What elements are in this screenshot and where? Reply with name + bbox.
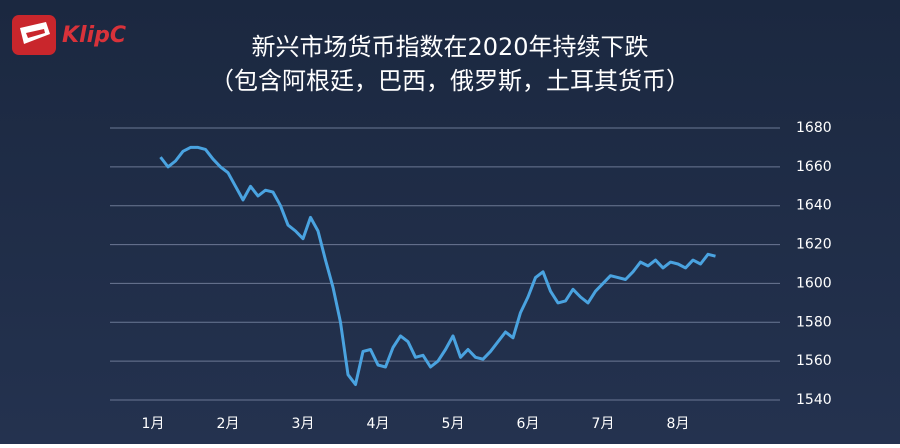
x-tick-label: 1月 [142, 416, 165, 432]
chart-subtitle: （包含阿根廷，巴西，俄罗斯，土耳其货币） [210, 67, 690, 95]
logo: KlipC [12, 15, 126, 55]
y-tick-label: 1620 [796, 237, 832, 253]
x-tick-label: 7月 [592, 416, 615, 432]
logo-text: KlipC [62, 23, 126, 48]
y-tick-label: 1640 [796, 198, 832, 214]
x-tick-label: 2月 [217, 416, 240, 432]
x-tick-label: 3月 [292, 416, 315, 432]
logo-shape [26, 29, 45, 38]
y-tick-label: 1560 [796, 353, 832, 369]
y-tick-label: 1600 [796, 275, 832, 291]
x-tick-label: 6月 [517, 416, 540, 432]
y-tick-label: 1680 [796, 120, 832, 136]
y-tick-label: 1540 [796, 392, 832, 408]
x-tick-label: 5月 [442, 416, 465, 432]
chart-title: 新兴市场货币指数在2020年持续下跌 [251, 33, 648, 61]
y-tick-label: 1580 [796, 314, 832, 330]
x-tick-label: 4月 [367, 416, 390, 432]
line [159, 145, 716, 386]
y-tick-label: 1660 [796, 159, 832, 175]
x-tick-label: 8月 [667, 416, 690, 432]
